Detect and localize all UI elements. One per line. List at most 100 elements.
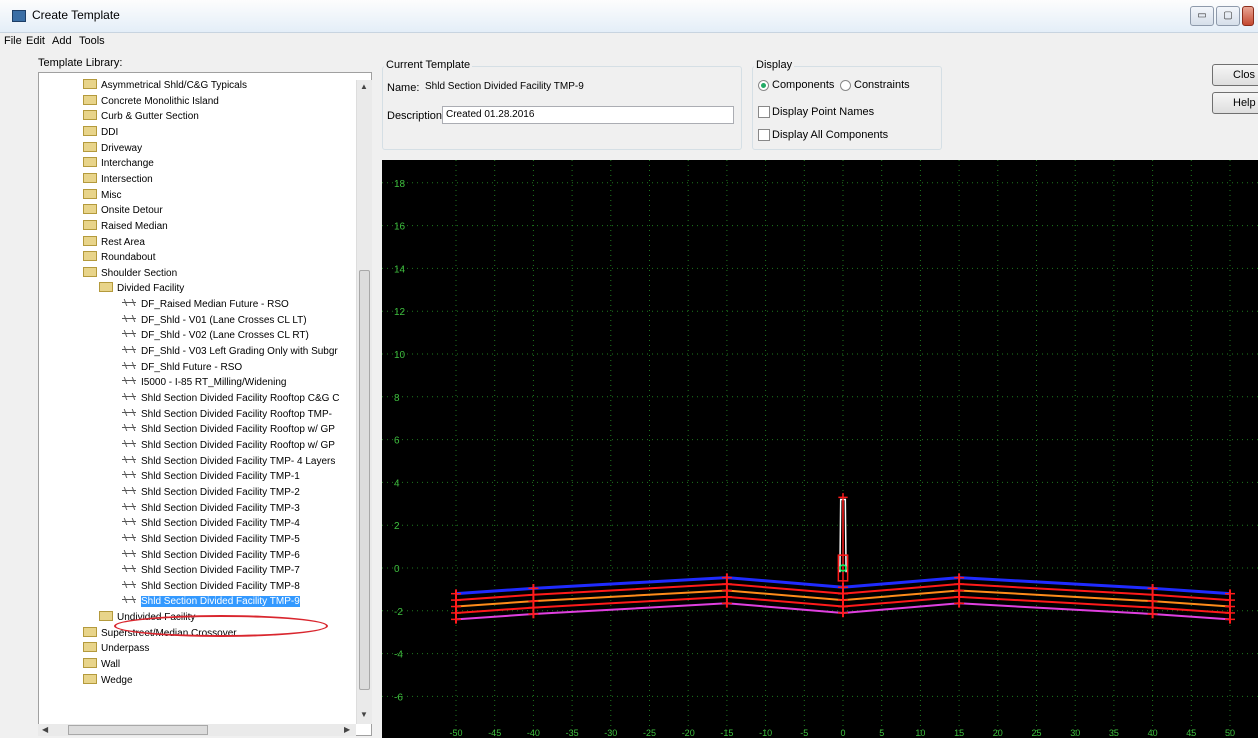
tree-item-label: Shld Section Divided Facility TMP-9 bbox=[141, 596, 300, 608]
description-input[interactable]: Created 01.28.2016 bbox=[442, 106, 734, 124]
tree-template-item[interactable]: Shld Section Divided Facility TMP-6 bbox=[121, 548, 300, 564]
menu-file[interactable]: File bbox=[4, 35, 22, 47]
tree-folder-item[interactable]: Raised Median bbox=[83, 219, 168, 235]
tree-template-item[interactable]: Shld Section Divided Facility TMP-2 bbox=[121, 485, 300, 501]
folder-icon bbox=[83, 658, 97, 669]
tree-template-item[interactable]: Shld Section Divided Facility TMP-1 bbox=[121, 469, 300, 485]
display-point-names-label[interactable]: Display Point Names bbox=[772, 106, 875, 118]
tree-template-item[interactable]: I5000 - I-85 RT_Milling/Widening bbox=[121, 375, 286, 391]
tree-folder-item[interactable]: Shoulder Section bbox=[83, 266, 177, 282]
tree-folder-item[interactable]: Intersection bbox=[83, 172, 153, 188]
scroll-up-icon[interactable]: ▲ bbox=[360, 82, 368, 91]
x-tick-label: -45 bbox=[488, 728, 501, 738]
x-tick-label: 15 bbox=[954, 728, 964, 738]
template-icon bbox=[121, 564, 137, 574]
folder-icon bbox=[99, 282, 113, 293]
tree-template-item[interactable]: Shld Section Divided Facility TMP-4 bbox=[121, 516, 300, 532]
tree-item-label: Wall bbox=[101, 659, 121, 671]
origin-point bbox=[839, 564, 847, 572]
tree-template-item[interactable]: DF_Shld - V02 (Lane Crosses CL RT) bbox=[121, 328, 309, 344]
y-tick-label: 6 bbox=[394, 436, 400, 447]
tree-template-item[interactable]: Shld Section Divided Facility Rooftop w/… bbox=[121, 422, 335, 438]
current-template-label: Current Template bbox=[384, 59, 473, 71]
tree-template-item[interactable]: Shld Section Divided Facility TMP- 4 Lay… bbox=[121, 454, 335, 470]
canvas-background bbox=[382, 160, 1258, 738]
display-point-names-checkbox[interactable] bbox=[758, 106, 770, 118]
scroll-left-icon[interactable]: ◀ bbox=[42, 725, 49, 734]
template-icon bbox=[121, 533, 137, 543]
tree-folder-item[interactable]: Misc bbox=[83, 188, 122, 204]
tree-template-item[interactable]: Shld Section Divided Facility TMP-3 bbox=[121, 501, 300, 517]
tree-template-item[interactable]: Shld Section Divided Facility TMP-9 bbox=[121, 594, 300, 610]
scroll-down-icon[interactable]: ▼ bbox=[360, 710, 368, 719]
help-button[interactable]: Help bbox=[1212, 92, 1258, 114]
tree-folder-item[interactable]: Onsite Detour bbox=[83, 203, 163, 219]
tree-folder-item[interactable]: Divided Facility bbox=[99, 281, 184, 297]
components-radio[interactable] bbox=[758, 80, 769, 91]
display-all-components-checkbox[interactable] bbox=[758, 129, 770, 141]
template-icon bbox=[121, 595, 137, 605]
tree-folder-item[interactable]: DDI bbox=[83, 125, 118, 141]
tree-folder-item[interactable]: Underpass bbox=[83, 641, 149, 657]
tree-folder-item[interactable]: Driveway bbox=[83, 141, 142, 157]
constraints-radio[interactable] bbox=[840, 80, 851, 91]
menu-tools[interactable]: Tools bbox=[79, 35, 105, 47]
menu-add[interactable]: Add bbox=[52, 35, 72, 47]
components-radio-label[interactable]: Components bbox=[772, 79, 835, 91]
tree-item-label: DF_Shld - V01 (Lane Crosses CL LT) bbox=[141, 314, 307, 326]
tree-template-item[interactable]: DF_Raised Median Future - RSO bbox=[121, 297, 289, 313]
tree-horizontal-scrollbar[interactable]: ◀ ▶ bbox=[38, 724, 356, 736]
tree-item-label: DDI bbox=[101, 126, 119, 138]
tree-folder-item[interactable]: Asymmetrical Shld/C&G Typicals bbox=[83, 78, 247, 94]
tree-template-item[interactable]: DF_Shld Future - RSO bbox=[121, 360, 242, 376]
y-tick-label: 4 bbox=[394, 478, 400, 489]
constraints-radio-label[interactable]: Constraints bbox=[854, 79, 910, 91]
close-window-button[interactable] bbox=[1242, 6, 1254, 26]
folder-icon bbox=[83, 110, 97, 121]
folder-icon bbox=[83, 251, 97, 262]
tree-template-item[interactable]: Shld Section Divided Facility Rooftop TM… bbox=[121, 407, 332, 423]
template-icon bbox=[121, 486, 137, 496]
title-bar: Create Template ▭ ▢ bbox=[0, 0, 1258, 33]
maximize-button[interactable]: ▢ bbox=[1216, 6, 1240, 26]
template-icon bbox=[121, 345, 137, 355]
tree-folder-item[interactable]: Curb & Gutter Section bbox=[83, 109, 199, 125]
display-all-components-label[interactable]: Display All Components bbox=[772, 129, 889, 141]
tree-folder-item[interactable]: Wall bbox=[83, 657, 120, 673]
tree-folder-item[interactable]: Interchange bbox=[83, 156, 154, 172]
close-button[interactable]: Clos bbox=[1212, 64, 1258, 86]
tree-item-label: Shoulder Section bbox=[101, 267, 178, 279]
y-tick-label: 12 bbox=[394, 307, 406, 318]
x-tick-label: 10 bbox=[915, 728, 925, 738]
tree-item-label: Shld Section Divided Facility TMP-1 bbox=[141, 471, 300, 483]
tree-template-item[interactable]: DF_Shld - V03 Left Grading Only with Sub… bbox=[121, 344, 338, 360]
tree-folder-item[interactable]: Rest Area bbox=[83, 235, 145, 251]
tree-item-label: DF_Shld - V03 Left Grading Only with Sub… bbox=[141, 346, 338, 358]
tree-template-item[interactable]: DF_Shld - V01 (Lane Crosses CL LT) bbox=[121, 313, 307, 329]
menu-edit[interactable]: Edit bbox=[26, 35, 45, 47]
tree-template-item[interactable]: Shld Section Divided Facility TMP-5 bbox=[121, 532, 300, 548]
template-view-canvas[interactable]: 18 16 14 12 10 8 6 4 2 0 -2 -4 -6 -50 -45 -40 -35 -30 -25-… bbox=[382, 160, 1258, 738]
template-icon bbox=[121, 361, 137, 371]
tree-template-item[interactable]: Shld Section Divided Facility Rooftop C&… bbox=[121, 391, 339, 407]
tree-item-label: Rest Area bbox=[101, 236, 145, 248]
template-library-label: Template Library: bbox=[38, 57, 123, 69]
scroll-right-icon[interactable]: ▶ bbox=[344, 725, 351, 734]
tree-item-label: Shld Section Divided Facility TMP-8 bbox=[141, 580, 300, 592]
template-icon bbox=[121, 455, 137, 465]
tree-template-item[interactable]: Shld Section Divided Facility TMP-8 bbox=[121, 579, 300, 595]
minimize-button[interactable]: ▭ bbox=[1190, 6, 1214, 26]
tree-template-item[interactable]: Shld Section Divided Facility Rooftop w/… bbox=[121, 438, 335, 454]
tree-template-item[interactable]: Shld Section Divided Facility TMP-7 bbox=[121, 563, 300, 579]
tree-folder-item[interactable]: Roundabout bbox=[83, 250, 156, 266]
tree-vertical-scroll-thumb[interactable] bbox=[359, 270, 370, 690]
template-icon bbox=[121, 376, 137, 386]
tree-folder-item[interactable]: Concrete Monolithic Island bbox=[83, 94, 219, 110]
tree-vertical-scrollbar[interactable]: ▲ ▼ bbox=[356, 80, 372, 724]
template-icon bbox=[121, 392, 137, 402]
tree-horizontal-scroll-thumb[interactable] bbox=[68, 725, 208, 735]
tree-item-label: Misc bbox=[101, 189, 122, 201]
tree-item-label: Asymmetrical Shld/C&G Typicals bbox=[101, 80, 247, 91]
tree-folder-item[interactable]: Wedge bbox=[83, 673, 133, 689]
